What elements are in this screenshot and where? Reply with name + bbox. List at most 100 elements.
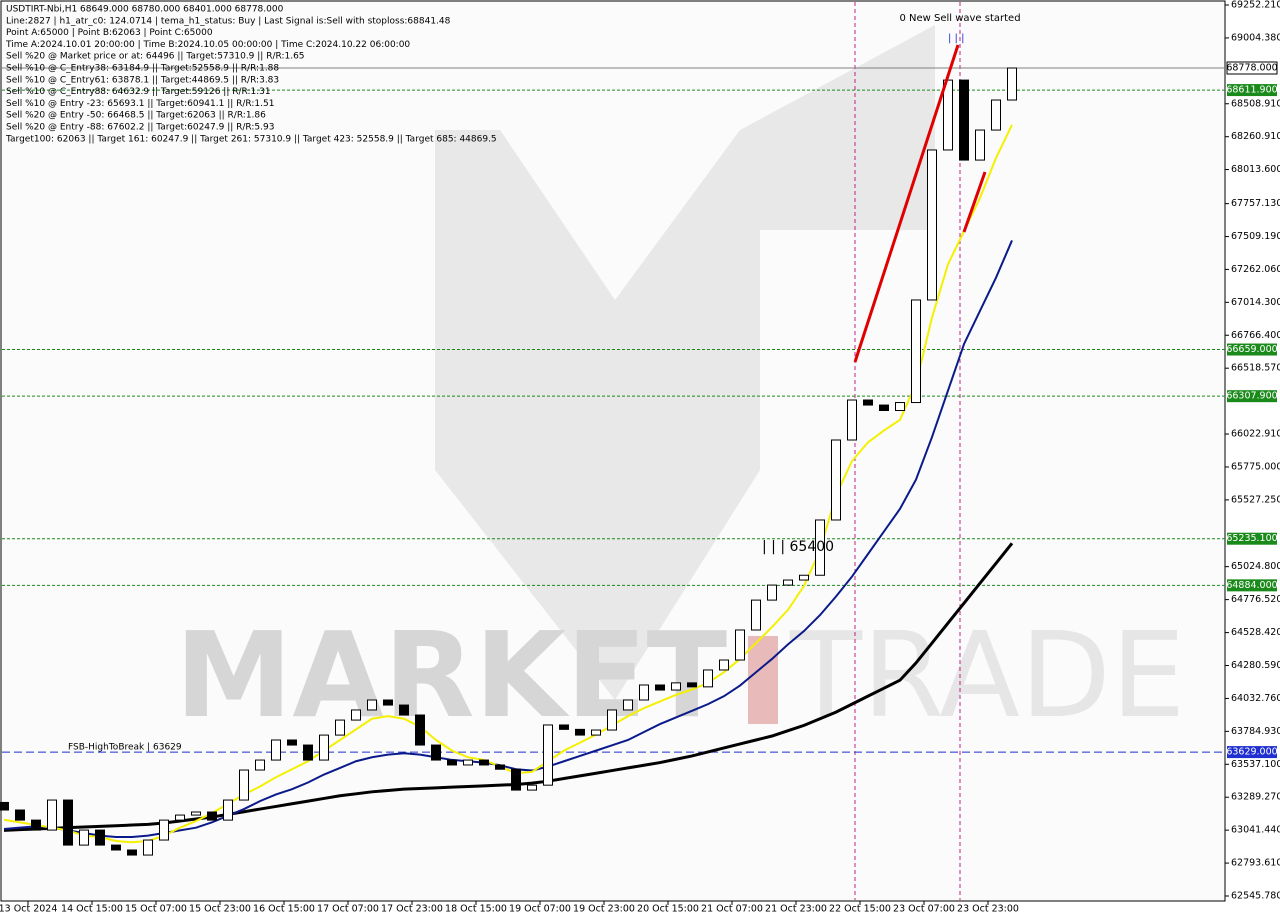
candle-body <box>0 801 9 811</box>
y-tick-label: 63041.440 <box>1231 825 1280 836</box>
candle-body <box>239 769 249 801</box>
candle-body <box>959 79 969 161</box>
candle-body <box>639 684 649 701</box>
candle-body <box>687 682 697 688</box>
candle-body <box>879 404 889 412</box>
y-tick-label: 69004.380 <box>1231 32 1280 43</box>
candle-body <box>927 149 937 301</box>
candle-body <box>991 99 1001 131</box>
level-label: 65235.100 <box>1226 533 1277 544</box>
y-tick-label: 68013.600 <box>1231 164 1280 175</box>
x-tick-label: 20 Oct 15:00 <box>637 904 699 915</box>
candle-body <box>783 579 793 586</box>
candle-body <box>975 129 985 161</box>
y-tick-label: 66022.910 <box>1231 429 1280 440</box>
x-tick-label: 17 Oct 23:00 <box>381 904 443 915</box>
candle-body <box>591 729 601 736</box>
moving-average <box>3 124 1013 844</box>
candle-body <box>719 659 729 671</box>
x-tick-label: 15 Oct 23:00 <box>189 904 251 915</box>
info-line: Sell %10 @ C_Entry61: 63878.1 || Target:… <box>6 75 279 85</box>
candle-body <box>735 629 745 661</box>
level-tag <box>1227 343 1277 356</box>
info-line: Sell %10 @ C_Entry88: 64632.9 || Target:… <box>6 87 271 97</box>
candle-body <box>303 744 313 761</box>
level-label: 63629.000 <box>1226 747 1277 758</box>
candle-body <box>895 402 905 412</box>
level-tag <box>1227 532 1277 545</box>
candle-body <box>511 768 521 791</box>
x-tick-label: 18 Oct 15:00 <box>445 904 507 915</box>
candle-body <box>911 299 921 404</box>
info-line: Target100: 62063 || Target 161: 60247.9 … <box>5 134 497 144</box>
candle-body <box>367 699 377 711</box>
y-tick-label: 69252.210 <box>1231 0 1280 11</box>
candle-body <box>127 849 137 856</box>
y-tick-label: 66766.400 <box>1231 330 1280 341</box>
candle-body <box>319 734 329 761</box>
level-label: 68778.000 <box>1226 63 1277 74</box>
info-line: USDTIRT-Nbi,H1 68649.000 68780.000 68401… <box>6 5 284 15</box>
candle-body <box>47 799 57 831</box>
info-line: Sell %20 @ Entry -50: 66468.5 || Target:… <box>6 111 266 121</box>
watermark: MARKET TRADE <box>175 25 1185 744</box>
candle-body <box>623 699 633 711</box>
candle-body <box>95 829 105 846</box>
candle-body <box>767 584 777 601</box>
y-tick-label: 63289.270 <box>1231 792 1280 803</box>
annotation: 0 New Sell wave started <box>899 13 1020 24</box>
y-tick-label: 63784.930 <box>1231 726 1280 737</box>
y-tick-label: 67509.190 <box>1231 231 1280 242</box>
candle-body <box>191 811 201 816</box>
level-label: 68611.900 <box>1226 85 1277 96</box>
candle-body <box>159 819 169 841</box>
y-tick-label: 65527.250 <box>1231 494 1280 505</box>
candle-body <box>607 709 617 731</box>
y-tick-label: 64776.520 <box>1231 594 1280 605</box>
levels: FSB-HighToBreak | 63629 <box>2 67 1225 753</box>
candle-body <box>831 439 841 521</box>
x-tick-label: 23 Oct 07:00 <box>893 904 955 915</box>
level-tag <box>1226 61 1278 75</box>
candle-body <box>111 844 121 851</box>
x-tick-label: 22 Oct 15:00 <box>829 904 891 915</box>
candle-body <box>383 699 393 706</box>
candle-body <box>255 759 265 771</box>
candle-body <box>527 784 537 791</box>
candle-body <box>1007 67 1017 101</box>
candle-body <box>479 759 489 766</box>
level-name: FSB-HighToBreak | 63629 <box>68 743 182 753</box>
wave-line <box>962 171 987 233</box>
candle-body <box>447 759 457 766</box>
candle-body <box>815 519 825 576</box>
y-tick-label: 66518.570 <box>1231 363 1280 374</box>
info-line: Time A:2024.10.01 20:00:00 | Time B:2024… <box>5 40 410 50</box>
y-tick-label: 67014.300 <box>1231 297 1280 308</box>
y-tick-label: 67757.130 <box>1231 198 1280 209</box>
level-label: 66307.900 <box>1226 391 1277 402</box>
info-line: Sell %20 @ Market price or at: 64496 || … <box>6 52 305 62</box>
y-tick-label: 62793.610 <box>1231 858 1280 869</box>
moving-averages <box>3 124 1014 844</box>
info-panel: USDTIRT-Nbi,H1 68649.000 68780.000 68401… <box>5 5 497 145</box>
wave-line <box>853 44 960 363</box>
watermark-logo <box>435 25 935 700</box>
moving-average <box>3 542 1014 832</box>
y-tick-label: 65024.800 <box>1231 561 1280 572</box>
y-tick-label: 63537.100 <box>1231 759 1280 770</box>
candle-body <box>463 759 473 766</box>
candle-body <box>63 799 73 846</box>
x-tick-label: 13 Oct 2024 <box>0 904 57 915</box>
candle-body <box>175 814 185 821</box>
y-tick-label: 64032.760 <box>1231 693 1280 704</box>
x-tick-label: 19 Oct 07:00 <box>509 904 571 915</box>
level-tag <box>1227 746 1277 759</box>
info-line: Sell %20 @ Entry -88: 67602.2 || Target:… <box>6 123 274 133</box>
candle-body <box>431 744 441 761</box>
info-line: Sell %10 @ C_Entry38: 63184.9 || Target:… <box>6 64 279 74</box>
x-tick-label: 15 Oct 07:00 <box>125 904 187 915</box>
candle-body <box>655 684 665 691</box>
candle-body <box>671 682 681 691</box>
